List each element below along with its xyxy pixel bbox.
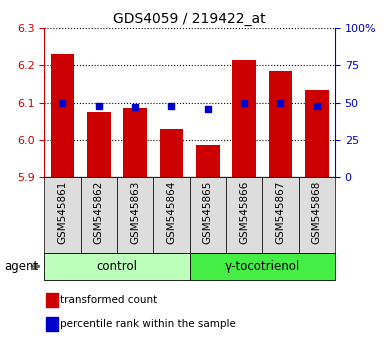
Bar: [226, 177, 262, 253]
Text: GSM545862: GSM545862: [94, 181, 104, 244]
Bar: [305, 90, 328, 177]
Text: GSM545867: GSM545867: [275, 181, 285, 244]
Text: GSM545864: GSM545864: [166, 181, 176, 244]
Bar: [117, 177, 153, 253]
Title: GDS4059 / 219422_at: GDS4059 / 219422_at: [113, 12, 266, 26]
Text: GSM545865: GSM545865: [203, 181, 213, 244]
Bar: [80, 177, 117, 253]
Text: GSM545861: GSM545861: [57, 181, 67, 244]
Bar: [190, 177, 226, 253]
Bar: [262, 177, 299, 253]
Text: transformed count: transformed count: [60, 295, 157, 305]
Bar: [51, 54, 74, 177]
Bar: [123, 108, 147, 177]
Text: control: control: [97, 260, 137, 273]
Text: agent: agent: [4, 260, 38, 273]
Text: percentile rank within the sample: percentile rank within the sample: [60, 319, 236, 329]
Bar: [153, 177, 189, 253]
Bar: [269, 71, 292, 177]
Bar: [196, 145, 219, 177]
Text: γ-tocotrienol: γ-tocotrienol: [225, 260, 300, 273]
Bar: [160, 129, 183, 177]
Bar: [45, 293, 58, 307]
Bar: [44, 177, 80, 253]
Bar: [190, 253, 335, 280]
Text: GSM545863: GSM545863: [130, 181, 140, 244]
Text: GSM545868: GSM545868: [312, 181, 322, 244]
Bar: [45, 317, 58, 331]
Bar: [299, 177, 335, 253]
Bar: [87, 112, 110, 177]
Bar: [44, 253, 190, 280]
Text: GSM545866: GSM545866: [239, 181, 249, 244]
Bar: [232, 60, 256, 177]
